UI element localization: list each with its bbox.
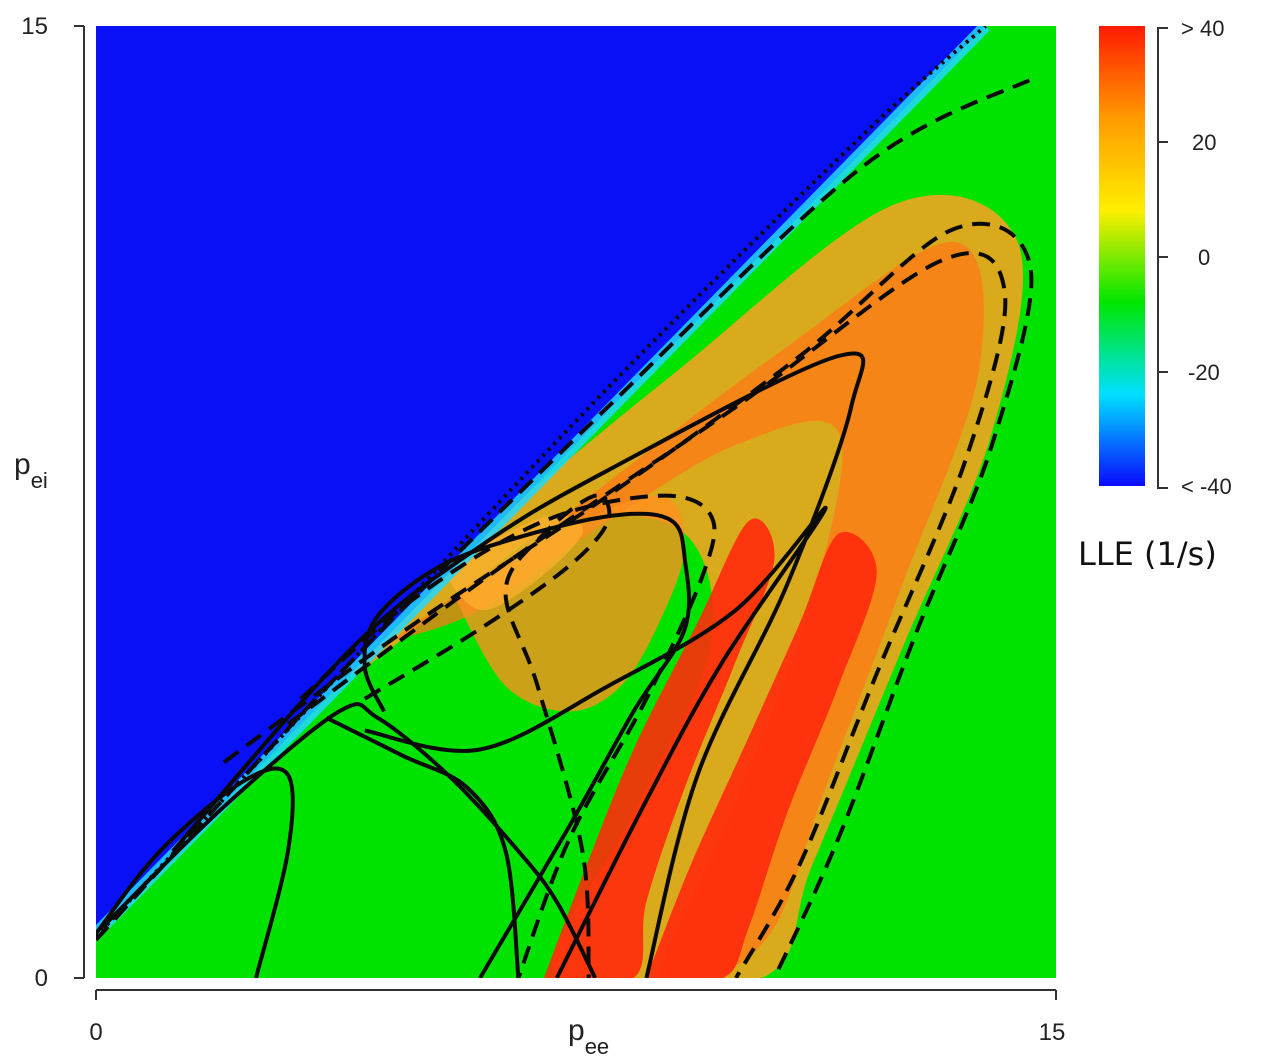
x-tick-label-right: 15: [1039, 1019, 1066, 1046]
dashed-curve-5: [363, 493, 612, 978]
solid-curve-2: [100, 702, 597, 978]
plot-area: [96, 26, 1056, 978]
colorbar-label-minus20: -20: [1188, 360, 1220, 385]
solid-curve-3: [325, 716, 521, 978]
x-tick-label-left: 0: [89, 1019, 102, 1046]
y-axis-label-main: p: [14, 448, 31, 481]
x-axis-label: pee: [568, 1014, 609, 1059]
chaotic-band-4: [646, 531, 877, 978]
solid-curve-6: [171, 351, 866, 978]
colorbar-title: LLE (1/s): [1078, 535, 1217, 573]
axes: 15 0 0 15 pei pee: [14, 13, 1065, 1059]
dashed-curve-2: [222, 221, 1034, 978]
chaotic-band-3: [544, 518, 775, 978]
colorbar-label-max: > 40: [1181, 16, 1224, 41]
y-tick-label-bottom: 0: [35, 965, 48, 992]
colorbar-label-20: 20: [1192, 130, 1216, 155]
solid-curve-4: [362, 511, 692, 978]
colorbar-label-min: < -40: [1181, 474, 1232, 499]
y-axis-label-sub: ei: [31, 468, 48, 493]
trajectory-curves: [96, 26, 1038, 978]
y-axis-label: pei: [14, 448, 48, 493]
dashed-curve-4: [299, 493, 717, 978]
y-tick-label-top: 15: [21, 13, 48, 40]
chaotic-band-5: [454, 495, 685, 712]
chaotic-band-2: [390, 241, 984, 978]
chaotic-region: [300, 194, 1023, 978]
x-axis-label-sub: ee: [585, 1034, 609, 1059]
colorbar: > 40 20 0 -20 < -40 LLE (1/s): [1078, 16, 1232, 573]
colorbar-fill: [1099, 26, 1145, 486]
x-axis-label-main: p: [568, 1014, 585, 1047]
colorbar-label-0: 0: [1198, 245, 1210, 270]
dashed-curve-1: [96, 75, 1038, 942]
